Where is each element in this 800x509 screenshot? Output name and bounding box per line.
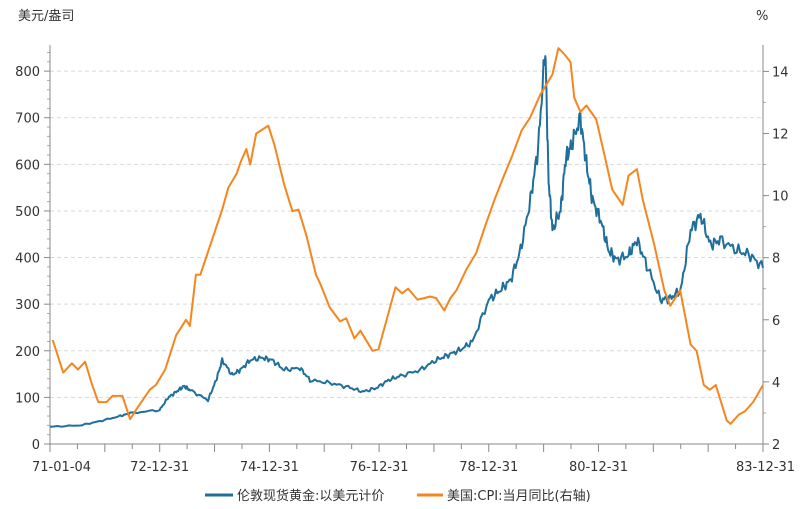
series-lines [49,47,764,428]
right-tick-label: 6 [772,314,780,329]
right-tick-label: 10 [772,190,789,205]
left-tick-label: 500 [15,205,40,220]
legend: 伦敦现货黄金:以美元计价 美国:CPI:当月同比(右轴) [205,488,591,504]
right-tick-label: 4 [772,376,780,391]
axes: 0 100 200 300 400 500 600 700 800 2 4 6 8 10 12 14 71-01… [15,45,795,475]
x-tick-label: 83-12-31 [736,460,795,475]
left-tick-label: 300 [15,298,40,313]
right-tick-label: 12 [772,127,789,142]
x-tick-label: 72-12-31 [130,460,189,475]
left-tick-label: 800 [15,65,40,80]
left-tick-label: 0 [32,438,40,453]
left-tick-label: 600 [15,158,40,173]
x-tick-label: 71-01-04 [32,460,91,475]
right-tick-label: 2 [772,438,780,453]
x-tick-label: 74-12-31 [240,460,299,475]
legend-label-gold: 伦敦现货黄金:以美元计价 [237,488,384,504]
legend-label-cpi: 美国:CPI:当月同比(右轴) [447,489,591,504]
left-tick-label: 700 [15,112,40,127]
x-tick-label: 80-12-31 [569,460,628,475]
right-axis-label: % [756,9,768,24]
cpi-line [51,47,764,425]
right-tick-label: 14 [772,65,789,80]
left-tick-label: 100 [15,391,40,406]
right-tick-label: 8 [772,252,780,267]
left-axis-label: 美元/盎司 [18,9,74,24]
left-tick-label: 200 [15,345,40,360]
gridlines [50,70,763,398]
x-tick-label: 76-12-31 [350,460,409,475]
left-tick-label: 400 [15,252,40,267]
x-tick-label: 78-12-31 [459,460,518,475]
gold-price-line [49,55,764,428]
